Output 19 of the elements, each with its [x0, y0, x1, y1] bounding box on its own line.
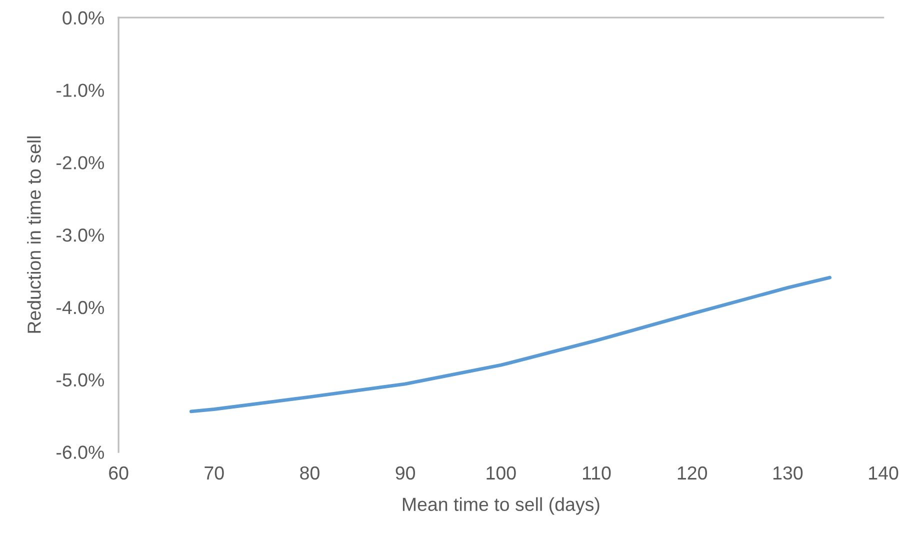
y-axis-title: Reduction in time to sell	[27, 136, 41, 333]
y-tick-label: -6.0%	[56, 446, 104, 459]
y-tick-label: 0.0%	[62, 11, 104, 25]
y-tick-label: -5.0%	[56, 373, 104, 387]
x-tick-label: 110	[582, 466, 611, 480]
y-tick-label: -3.0%	[56, 228, 104, 242]
x-tick-label: 130	[773, 466, 803, 480]
y-tick-label: -4.0%	[56, 300, 104, 314]
x-tick-label: 60	[109, 466, 128, 480]
x-tick-label: 80	[300, 466, 320, 480]
x-tick-label: 70	[204, 466, 224, 480]
x-tick-label: 140	[869, 466, 898, 480]
x-tick-label: 90	[396, 466, 416, 480]
line-series	[189, 276, 832, 414]
y-tick-label: -1.0%	[56, 84, 104, 97]
y-tick-label: -2.0%	[56, 156, 104, 170]
x-tick-label: 100	[486, 466, 516, 480]
x-axis-title: Mean time to sell (days)	[402, 497, 600, 515]
x-tick-label: 120	[678, 466, 708, 480]
